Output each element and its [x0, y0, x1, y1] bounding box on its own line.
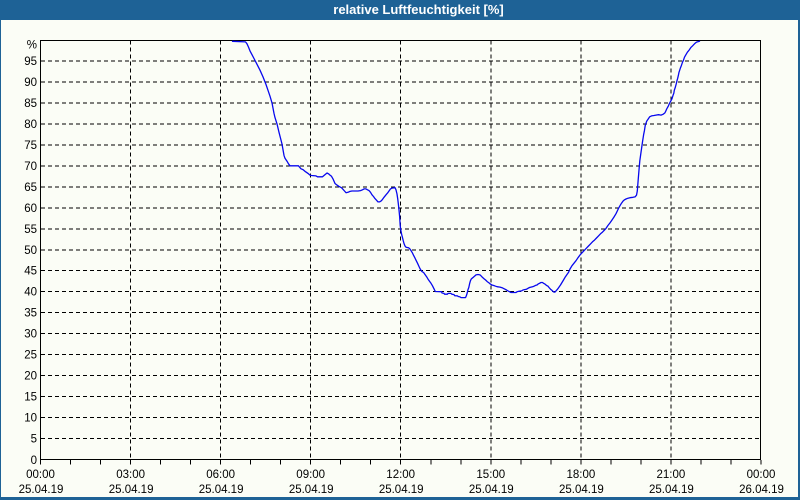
svg-text:30: 30: [24, 329, 37, 341]
svg-text:25.04.19: 25.04.19: [469, 484, 514, 496]
svg-text:18:00: 18:00: [567, 469, 596, 481]
svg-text:26.04.19: 26.04.19: [739, 484, 784, 496]
svg-text:40: 40: [24, 287, 37, 299]
svg-text:15:00: 15:00: [476, 469, 505, 481]
svg-text:80: 80: [24, 119, 37, 131]
svg-text:5: 5: [31, 434, 37, 446]
svg-text:0: 0: [31, 455, 37, 467]
svg-text:75: 75: [24, 140, 37, 152]
svg-text:15: 15: [24, 392, 37, 404]
svg-text:25.04.19: 25.04.19: [289, 484, 334, 496]
svg-text:95: 95: [24, 56, 37, 68]
svg-text:25.04.19: 25.04.19: [649, 484, 694, 496]
svg-text:00:00: 00:00: [26, 469, 55, 481]
svg-text:03:00: 03:00: [116, 469, 145, 481]
svg-text:21:00: 21:00: [657, 469, 686, 481]
svg-text:70: 70: [24, 161, 37, 173]
svg-text:25.04.19: 25.04.19: [379, 484, 424, 496]
svg-text:25.04.19: 25.04.19: [19, 484, 64, 496]
svg-text:65: 65: [24, 182, 37, 194]
svg-text:09:00: 09:00: [296, 469, 325, 481]
svg-text:25.04.19: 25.04.19: [109, 484, 154, 496]
svg-text:85: 85: [24, 98, 37, 110]
svg-text:50: 50: [24, 245, 37, 257]
svg-text:60: 60: [24, 203, 37, 215]
svg-text:12:00: 12:00: [386, 469, 415, 481]
svg-text:45: 45: [24, 266, 37, 278]
svg-text:25.04.19: 25.04.19: [559, 484, 604, 496]
svg-text:06:00: 06:00: [206, 469, 235, 481]
svg-text:90: 90: [24, 77, 37, 89]
svg-text:00:00: 00:00: [747, 469, 776, 481]
svg-text:35: 35: [24, 308, 37, 320]
svg-text:10: 10: [24, 413, 37, 425]
svg-text:%: %: [27, 40, 37, 52]
svg-text:25: 25: [24, 350, 37, 362]
svg-text:55: 55: [24, 224, 37, 236]
svg-text:20: 20: [24, 371, 37, 383]
svg-text:25.04.19: 25.04.19: [199, 484, 244, 496]
